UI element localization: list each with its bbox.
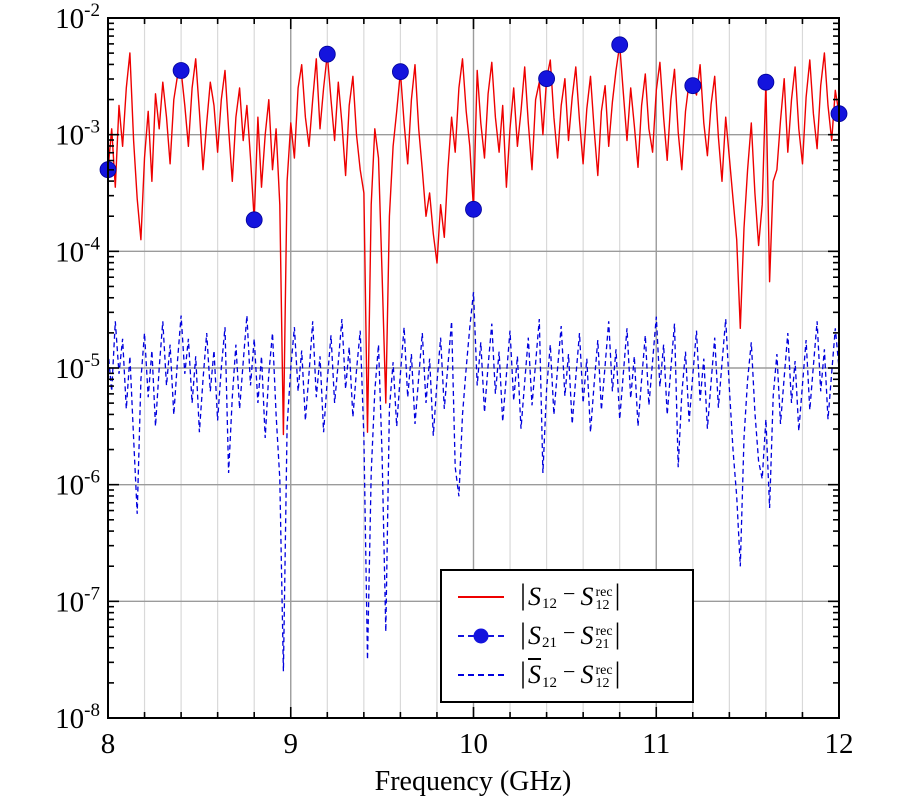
- data-series: [99, 36, 848, 672]
- series-s21-marker: [538, 70, 555, 88]
- plot-border: [107, 17, 840, 719]
- y-tick-label: 10-2: [55, 0, 100, 35]
- x-axis-title: Frequency (GHz): [375, 766, 572, 797]
- series-s12bar-dashed-line: [107, 292, 840, 672]
- legend-sample-line: [458, 667, 504, 683]
- legend-marker-dot-icon: [473, 628, 489, 644]
- series-s21-marker: [465, 200, 482, 218]
- x-tick-label: 8: [101, 728, 116, 760]
- series-s21-marker: [172, 62, 190, 79]
- x-tick-label: 11: [642, 728, 670, 760]
- legend-sample-line: [458, 589, 504, 605]
- series-s21-marker: [391, 63, 409, 81]
- series-s21-marker: [245, 211, 263, 229]
- y-tick-label: 10-6: [55, 467, 100, 502]
- y-tick-label: 10-5: [55, 350, 100, 385]
- x-tick-label: 10: [459, 728, 488, 760]
- y-tick-label: 10-4: [55, 233, 100, 268]
- series-s21-marker: [757, 73, 775, 91]
- y-tick-label: 10-3: [55, 117, 100, 152]
- x-tick-label: 12: [825, 728, 854, 760]
- series-s21-marker: [684, 77, 702, 95]
- y-axis-tick-labels: 10-2 10-3 10-4 10-5 10-6 10-7 10-8: [55, 0, 100, 735]
- series-s21-marker: [611, 36, 629, 54]
- legend-sample-line: [458, 628, 504, 644]
- series-s21-marker: [318, 45, 336, 63]
- plot-frame: [107, 17, 840, 719]
- x-tick-label: 9: [284, 728, 299, 760]
- y-tick-label: 10-7: [55, 583, 100, 618]
- x-axis-tick-labels: 8 9 10 11 12: [101, 728, 854, 760]
- y-tick-label: 10-8: [55, 700, 100, 735]
